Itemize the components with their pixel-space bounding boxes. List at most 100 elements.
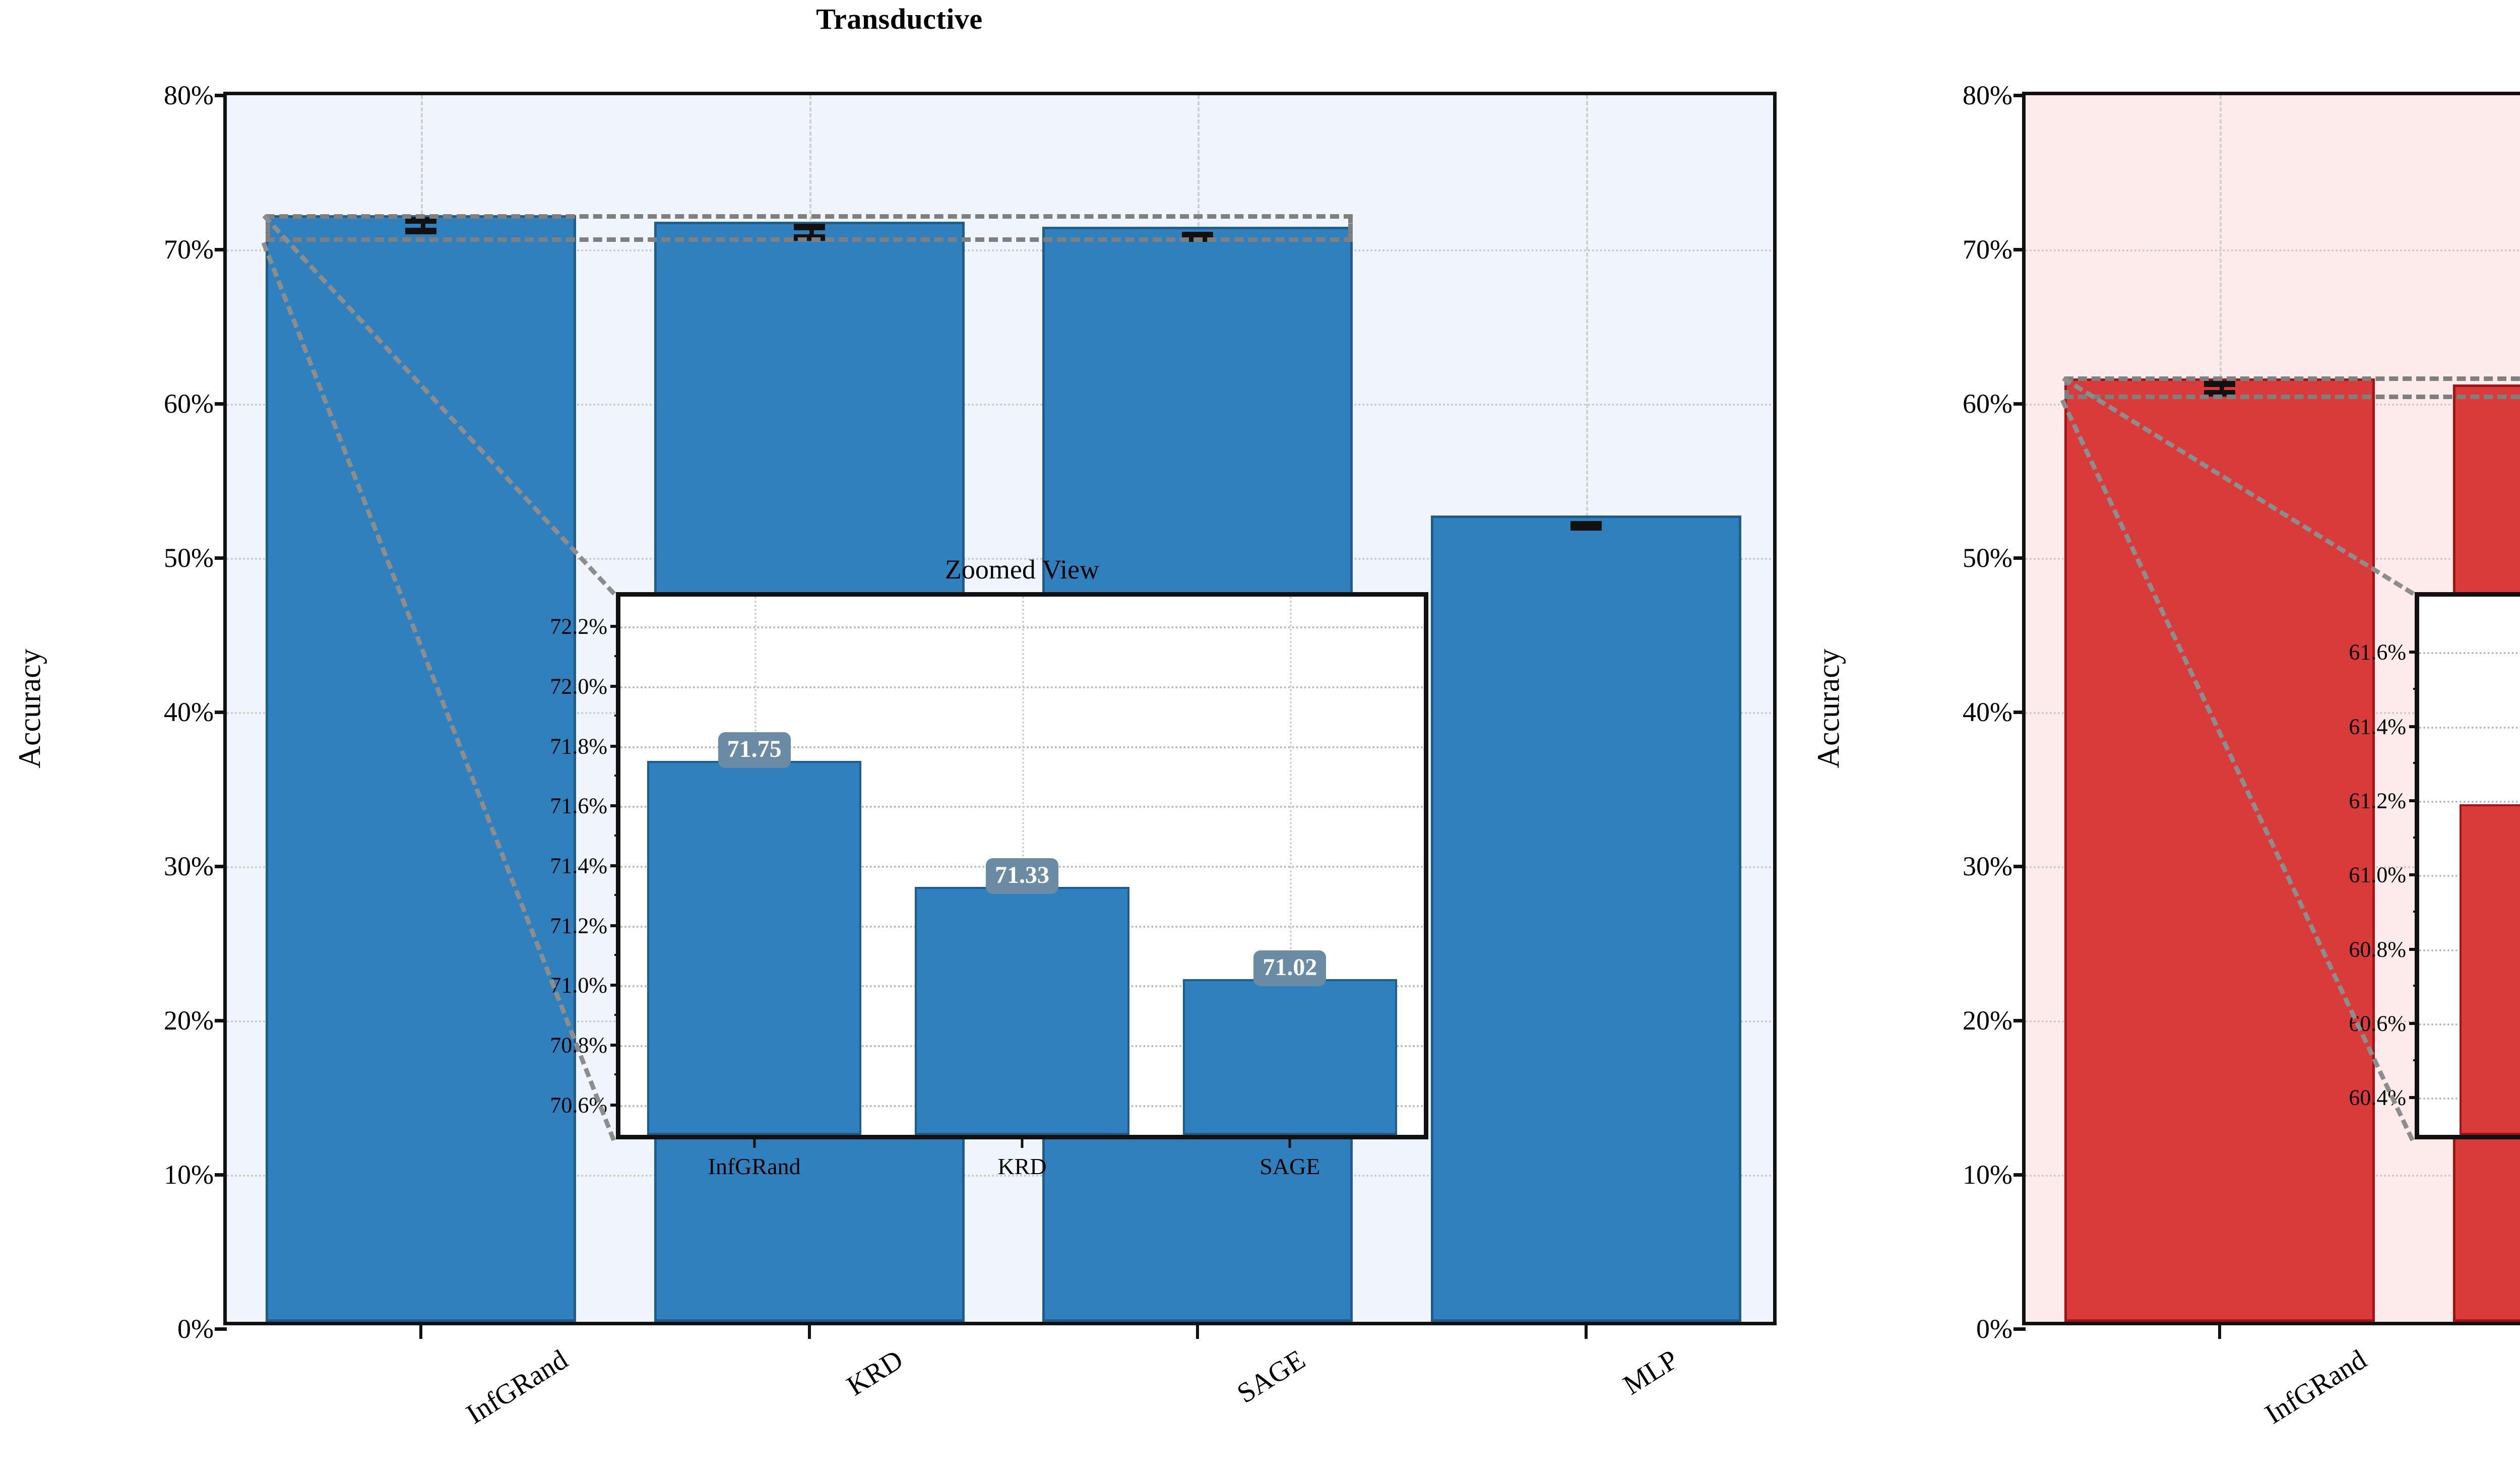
inset-bar-infgrand xyxy=(2459,804,2520,1135)
inset-y-axis-tick xyxy=(610,804,620,808)
bar-mlp xyxy=(1430,515,1741,1322)
inset-y-axis-tick-label: 71.2% xyxy=(550,913,607,938)
inset-y-axis-minor-tick xyxy=(614,775,620,777)
bar-infgrand xyxy=(266,215,577,1322)
y-axis-tick-label: 20% xyxy=(164,1005,214,1036)
y-axis-tick-label: 70% xyxy=(1963,234,2012,265)
inset-bar-infgrand xyxy=(647,761,862,1135)
main-axes-transductive: 0% 10% 20% 30% 40% 50% 60% 70% 80% 70.6% 70.8% 71.0… xyxy=(164,80,1777,1344)
gridline-horizontal xyxy=(227,1175,1773,1177)
inset-y-axis-tick xyxy=(610,685,620,688)
inset-x-axis-tick xyxy=(1288,1135,1291,1148)
inset-y-axis-tick-label: 61.4% xyxy=(2349,714,2406,739)
inset-y-axis-tick-label: 72.0% xyxy=(550,674,607,699)
y-axis-tick-label: 70% xyxy=(164,234,214,265)
y-axis-tick xyxy=(2013,865,2026,868)
error-bar-cap xyxy=(405,217,437,224)
inset-y-axis-tick xyxy=(2409,651,2419,654)
y-axis-tick xyxy=(215,711,227,714)
x-axis-tick xyxy=(2218,1322,2222,1339)
inset-y-axis-tick xyxy=(610,625,620,628)
error-bar-cap xyxy=(1570,524,1602,531)
inset-y-axis-minor-tick xyxy=(614,715,620,717)
inset-y-axis-minor-tick xyxy=(614,894,620,896)
inset-x-axis-tick-label-infgrand: InfGRand xyxy=(708,1153,801,1179)
y-axis-tick-label: 80% xyxy=(164,80,214,110)
y-axis-tick-label: 60% xyxy=(164,389,214,419)
y-axis-tick-label: 60% xyxy=(1963,389,2012,419)
x-axis-tick xyxy=(419,1322,423,1339)
y-axis-tick xyxy=(2013,711,2026,714)
y-axis-label-transductive: Accuracy xyxy=(13,649,47,768)
y-axis-tick xyxy=(215,556,227,560)
y-axis-tick xyxy=(215,402,227,406)
inset-x-axis-tick-label-krd: KRD xyxy=(997,1153,1047,1179)
inset-y-axis-tick xyxy=(2409,1096,2419,1100)
y-axis-tick xyxy=(215,94,227,97)
zoom-indicator-box xyxy=(2064,376,2520,399)
inset-y-axis-tick xyxy=(610,984,620,987)
inset-y-axis-tick xyxy=(2409,873,2419,877)
panel-inductive: Inductive 0% 10% 20% 30% 40% 50% 60% 70% 80% 60.4… xyxy=(1799,0,2520,1478)
inset-zoomed-view: 70.6% 70.8% 71.0% 71.2% 71.4% 71.6% 71.8% 72.0%… xyxy=(550,592,1428,1179)
inset-y-axis-minor-tick xyxy=(2413,688,2419,690)
bar-infgrand xyxy=(2064,378,2375,1322)
inset-y-axis-tick xyxy=(2409,725,2419,728)
y-axis-tick xyxy=(2013,248,2026,251)
panel-title-inductive: Inductive xyxy=(1799,2,2520,36)
panel-title-transductive: Transductive xyxy=(816,3,983,35)
y-axis-tick xyxy=(2013,556,2026,560)
inset-bar-sage xyxy=(1182,979,1397,1135)
panel-transductive: Transductive 0% 10% 20% 30% 40% 50% 60% 70% 80% 7… xyxy=(13,3,1777,1431)
y-axis-tick xyxy=(215,1173,227,1177)
zoom-indicator-box xyxy=(266,214,1353,242)
inset-y-axis-minor-tick xyxy=(614,954,620,956)
inset-x-axis-tick xyxy=(753,1135,756,1148)
error-bar-cap xyxy=(793,223,825,230)
error-bar-cap xyxy=(2204,380,2236,388)
inset-y-axis-tick xyxy=(610,1044,620,1047)
inset-y-axis-tick-label: 71.0% xyxy=(550,973,607,998)
inset-gridline-horizontal xyxy=(2419,652,2520,655)
x-axis-tick xyxy=(1196,1322,1200,1339)
inset-y-axis-minor-tick xyxy=(2413,985,2419,987)
inset-y-axis-tick xyxy=(610,924,620,927)
inset-title: Zoomed View xyxy=(944,554,1100,585)
inset-y-axis-minor-tick xyxy=(614,1013,620,1016)
y-axis-tick-label: 50% xyxy=(1963,543,2012,573)
y-axis-tick xyxy=(2013,402,2026,406)
inset-y-axis-tick-label: 61.2% xyxy=(2349,788,2406,813)
y-axis-tick-label: 30% xyxy=(164,851,214,881)
inset-y-axis-tick-label: 71.6% xyxy=(550,793,607,818)
x-axis-tick xyxy=(1584,1322,1588,1339)
inset-value-label-sage: 71.02 xyxy=(1253,950,1327,987)
inset-y-axis-tick-label: 70.6% xyxy=(550,1093,607,1118)
main-axes-inductive: 0% 10% 20% 30% 40% 50% 60% 70% 80% 60.4% 60.6% 60.8… xyxy=(1963,80,2520,1344)
inset-bar-krd xyxy=(915,886,1129,1135)
inset-y-axis-tick-label: 72.2% xyxy=(550,614,607,639)
y-axis-tick-label: 40% xyxy=(164,697,214,727)
gridline-horizontal xyxy=(227,558,1773,560)
inset-y-axis-minor-tick xyxy=(614,1073,620,1076)
inset-y-axis-tick xyxy=(610,1103,620,1107)
inset-y-axis-tick-label: 71.4% xyxy=(550,853,607,878)
y-axis-tick-label: 0% xyxy=(1976,1314,2012,1344)
inset-gridline-vertical xyxy=(1290,597,1292,1135)
y-axis-tick xyxy=(215,1327,227,1331)
inset-y-axis-minor-tick xyxy=(614,834,620,837)
inset-x-axis-tick xyxy=(1021,1135,1024,1148)
y-axis-tick xyxy=(215,248,227,251)
inset-y-axis-tick xyxy=(610,864,620,867)
inset-y-axis-minor-tick xyxy=(2413,1059,2419,1061)
y-axis-tick-label: 30% xyxy=(1963,851,2012,881)
gridline-horizontal xyxy=(227,249,1773,251)
inset-y-axis-tick-label: 60.4% xyxy=(2349,1085,2406,1110)
inset-y-axis-tick-label: 71.8% xyxy=(550,734,607,759)
inset-y-axis-tick xyxy=(2409,947,2419,951)
x-axis-tick-label-mlp: MLP xyxy=(1617,1343,1684,1401)
x-axis-tick-label-infgrand: InfGRand xyxy=(461,1343,574,1431)
y-axis-tick-label: 10% xyxy=(164,1160,214,1190)
inset-y-axis-tick-label: 61.0% xyxy=(2349,862,2406,887)
inset-y-axis-minor-tick xyxy=(2413,911,2419,913)
